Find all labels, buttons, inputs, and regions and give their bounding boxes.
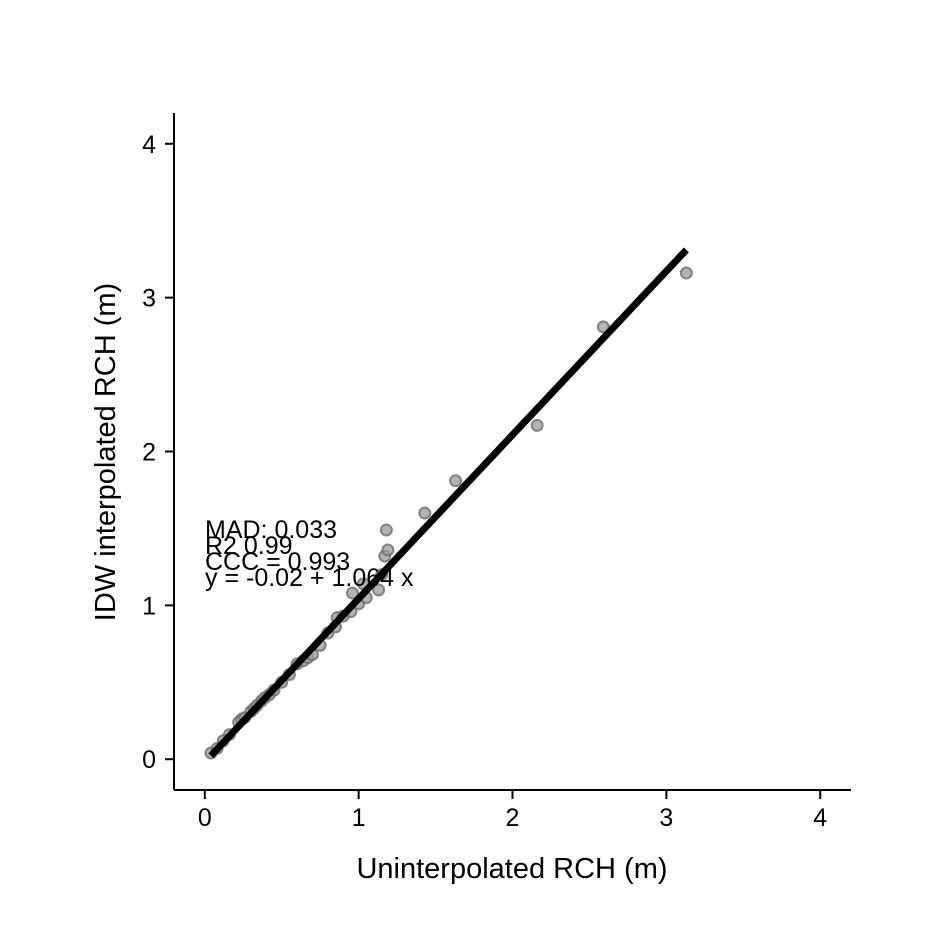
data-point: [418, 506, 432, 520]
data-point: [372, 583, 386, 597]
data-point: [379, 523, 393, 537]
data-point: [530, 418, 544, 432]
stat-mad: MAD: 0.033: [205, 516, 337, 544]
stat-ccc: CCC = 0.993: [205, 548, 350, 576]
y-tick-label: 0: [142, 746, 156, 774]
x-tick-label: 4: [813, 804, 827, 832]
data-point: [381, 543, 395, 557]
x-axis-title: Uninterpolated RCH (m): [356, 853, 667, 885]
y-tick-label: 4: [142, 131, 156, 159]
data-point: [679, 266, 693, 280]
y-tick-label: 2: [142, 439, 156, 467]
fit-line-layer: [208, 247, 689, 759]
data-point: [345, 586, 359, 600]
data-point: [596, 320, 610, 334]
y-tick-label: 3: [142, 285, 156, 313]
stat-r2: R2 0.99: [205, 532, 293, 560]
stat-equation: y = -0.02 + 1.064 x: [205, 564, 414, 592]
ticks: 0 1 2 3 4 0 1 2 3 4: [142, 131, 827, 832]
regression-line: [208, 247, 689, 759]
x-tick-label: 2: [506, 804, 520, 832]
y-tick-label: 1: [142, 592, 156, 620]
x-tick-label: 1: [352, 804, 366, 832]
x-tick-label: 0: [198, 804, 212, 832]
x-tick-label: 3: [659, 804, 673, 832]
data-point: [449, 474, 463, 488]
y-axis-title: IDW interpolated RCH (m): [90, 283, 122, 621]
